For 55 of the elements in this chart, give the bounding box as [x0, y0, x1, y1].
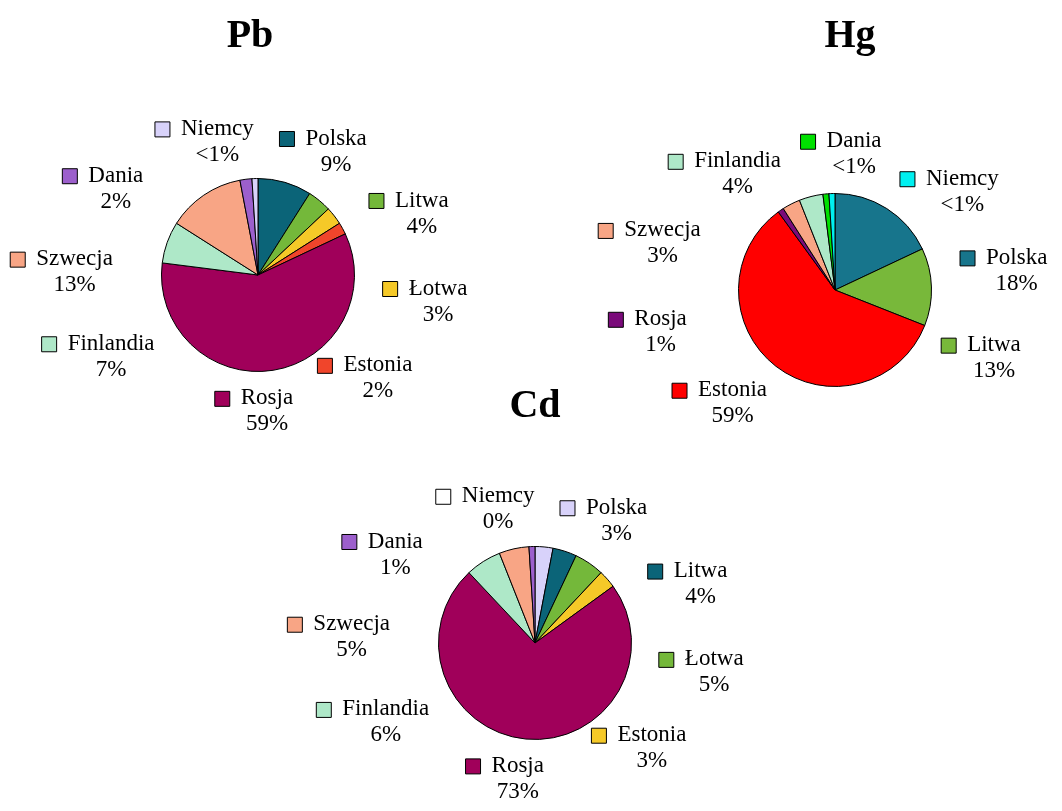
legend-label: Dania	[88, 161, 144, 187]
legend-label: Niemcy	[180, 114, 255, 140]
data-label: 3%	[636, 747, 668, 773]
legend-label: Estonia	[617, 721, 687, 747]
data-label: 4%	[685, 583, 716, 609]
chart-title: Cd	[509, 380, 561, 427]
data-label: 5%	[336, 636, 367, 662]
data-label: 3%	[601, 519, 632, 545]
legend-label: Polska	[305, 124, 367, 150]
data-label: <1%	[940, 190, 985, 216]
data-label: 13%	[972, 357, 1016, 383]
legend-label: Rosja	[634, 305, 687, 331]
data-label: 73%	[496, 777, 539, 803]
legend-label: Szwecja	[313, 610, 390, 636]
legend-label: Litwa	[967, 331, 1021, 357]
legend-label: Rosja	[240, 384, 294, 410]
data-label: 2%	[362, 377, 394, 403]
legend-label: Dania	[367, 527, 423, 553]
legend-label: Łotwa	[684, 645, 744, 671]
data-label: <1%	[832, 153, 876, 179]
legend-label: Polska	[585, 493, 648, 519]
data-label: 7%	[95, 355, 127, 381]
chart-title: Pb	[226, 10, 274, 57]
legend-label: Polska	[986, 243, 1048, 269]
data-label: 1%	[379, 553, 411, 579]
data-label: 59%	[711, 402, 754, 428]
legend-label: Litwa	[673, 557, 728, 583]
legend-label: Szwecja	[36, 245, 113, 271]
text: 0%	[482, 508, 514, 534]
data-label: 13%	[53, 271, 96, 297]
legend-label: Finlandia	[67, 329, 155, 355]
data-label: 3%	[422, 300, 454, 326]
legend-label: Estonia	[698, 376, 768, 402]
data-label: 1%	[645, 331, 676, 357]
data-label: 9%	[320, 150, 352, 176]
legend-label: Finlandia	[694, 147, 782, 173]
chart-title: Hg	[824, 10, 876, 57]
legend-label: Estonia	[343, 351, 413, 377]
legend-label: Rosja	[491, 751, 544, 777]
legend-label: Szwecja	[624, 216, 701, 242]
data-label: 4%	[406, 212, 438, 238]
data-label: 3%	[647, 242, 678, 268]
legend-label: Łotwa	[408, 274, 468, 300]
data-label: <1%	[195, 140, 240, 166]
data-label: 59%	[245, 410, 289, 436]
data-label: 4%	[722, 173, 753, 199]
legend-label: Litwa	[394, 186, 449, 212]
data-label: 18%	[995, 269, 1038, 295]
legend-label: Niemcy	[461, 482, 536, 508]
data-label: 5%	[698, 671, 730, 697]
data-label: 6%	[370, 721, 402, 747]
legend-label: Dania	[826, 127, 882, 153]
data-label: 2%	[100, 187, 132, 213]
legend-label: Niemcy	[925, 164, 1000, 190]
legend-label: Finlandia	[342, 695, 430, 721]
